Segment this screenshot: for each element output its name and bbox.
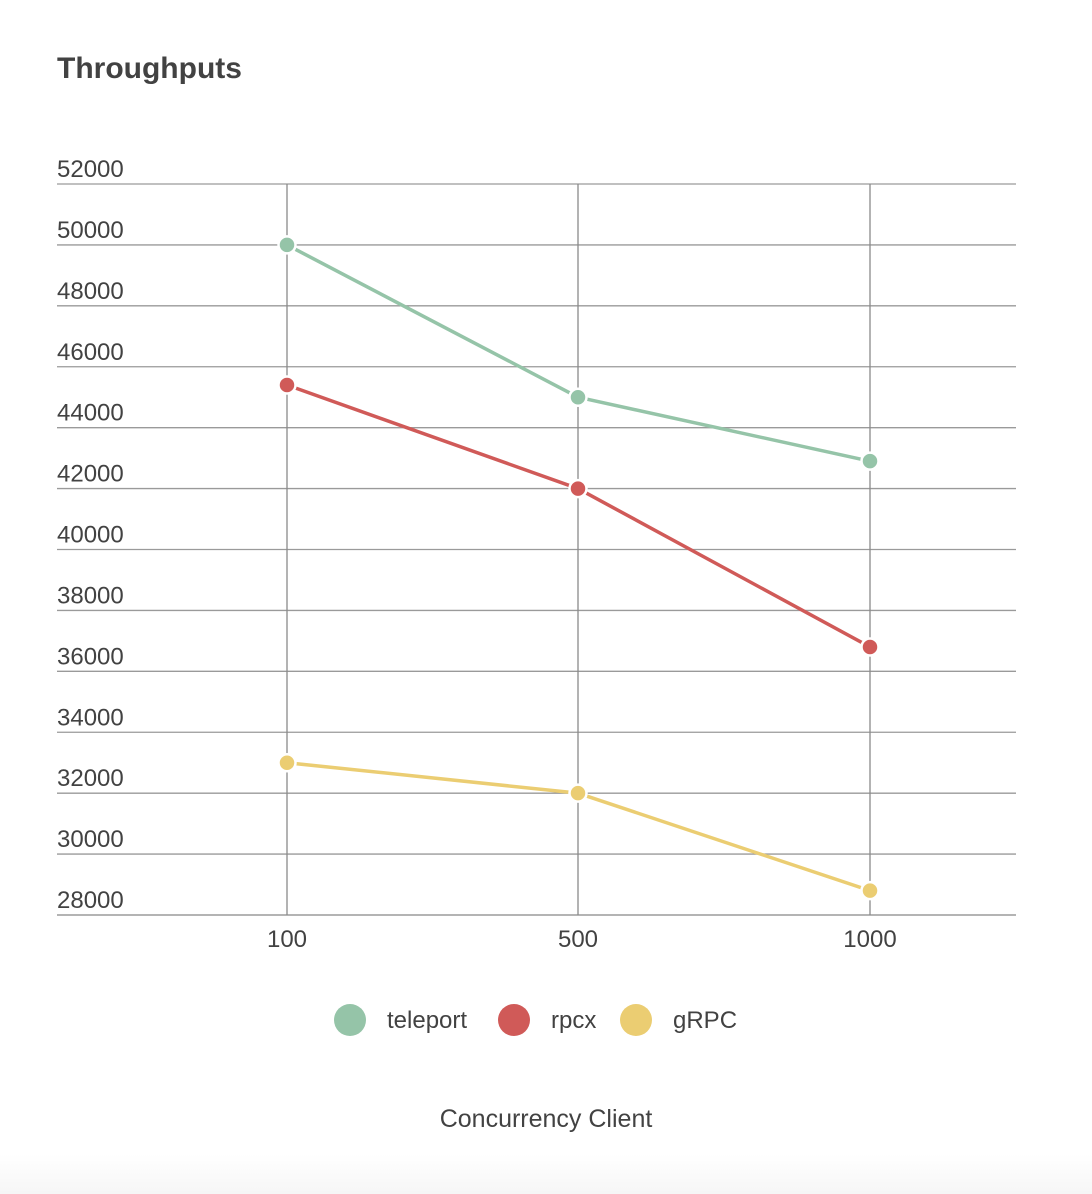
- x-tick-label: 500: [558, 926, 598, 953]
- legend-swatch-grpc: [620, 1004, 652, 1036]
- y-tick-label: 48000: [57, 278, 124, 305]
- data-point-rpcx[interactable]: [568, 478, 588, 499]
- data-point-grpc[interactable]: [277, 752, 297, 773]
- legend-swatch-teleport: [334, 1004, 366, 1036]
- y-tick-label: 50000: [57, 217, 124, 244]
- data-point-teleport[interactable]: [860, 451, 880, 471]
- y-tick-label: 42000: [57, 461, 124, 488]
- y-tick-label: 30000: [57, 826, 124, 853]
- legend-label-grpc: gRPC: [673, 1007, 737, 1034]
- y-tick-label: 36000: [57, 643, 124, 670]
- x-tick-label: 1000: [843, 926, 896, 953]
- legend-swatch-rpcx: [498, 1004, 530, 1036]
- line-chart: 52000 50000 48000 46000 44000 42000 40000 38000…: [57, 156, 1016, 1036]
- grid-lines: [57, 183, 1016, 916]
- y-tick-label: 38000: [57, 582, 124, 609]
- x-axis-ticks: 100 500 1000: [267, 926, 897, 953]
- y-tick-label: 46000: [57, 339, 124, 366]
- y-tick-label: 32000: [57, 765, 124, 792]
- legend-label-rpcx: rpcx: [551, 1007, 596, 1034]
- series-lines: [277, 235, 880, 901]
- legend: teleport rpcx gRPC: [334, 1004, 737, 1036]
- data-point-rpcx[interactable]: [860, 637, 880, 657]
- y-tick-label: 34000: [57, 704, 124, 731]
- y-tick-label: 44000: [57, 400, 124, 427]
- data-point-teleport[interactable]: [568, 387, 588, 407]
- y-axis-ticks: 52000 50000 48000 46000 44000 42000 40000 38000…: [57, 156, 124, 914]
- bottom-edge: [0, 1154, 1092, 1194]
- y-tick-label: 28000: [57, 887, 124, 914]
- data-point-grpc[interactable]: [568, 783, 588, 803]
- chart-title: Throughputs: [57, 52, 242, 85]
- data-point-grpc[interactable]: [860, 880, 880, 901]
- legend-label-teleport: teleport: [387, 1007, 467, 1034]
- data-point-rpcx[interactable]: [277, 375, 297, 395]
- y-tick-label: 40000: [57, 522, 124, 549]
- x-axis-label: Concurrency Client: [439, 1105, 653, 1133]
- x-tick-label: 100: [267, 926, 307, 953]
- data-point-teleport[interactable]: [277, 235, 297, 255]
- y-tick-label: 52000: [57, 156, 124, 183]
